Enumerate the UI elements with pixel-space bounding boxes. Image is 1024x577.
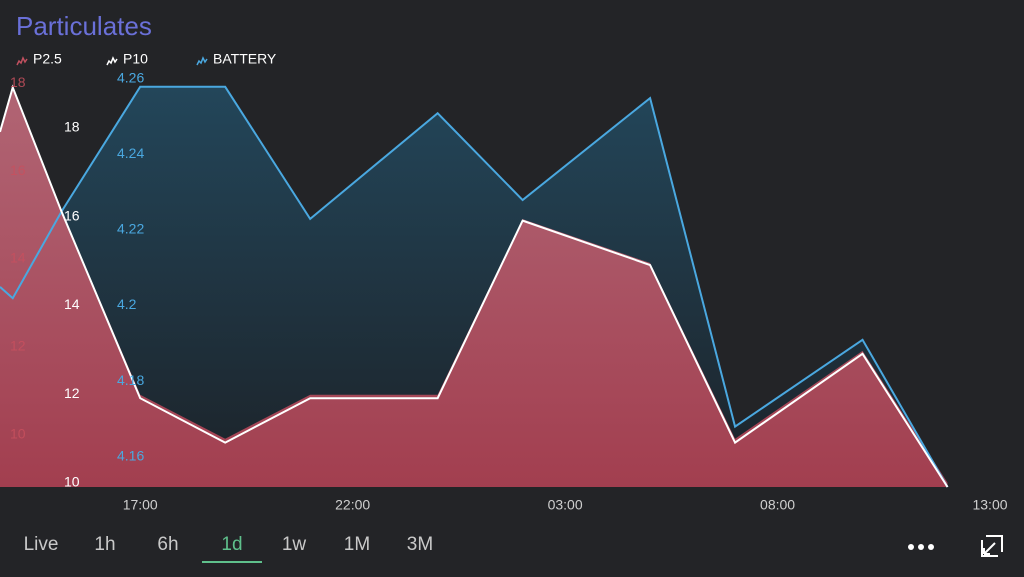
range-button[interactable]: 6h <box>157 534 178 555</box>
x-tick-label: 03:00 <box>548 497 583 513</box>
y-tick-label: 4.22 <box>117 221 144 237</box>
y-tick-label: 10 <box>64 474 80 490</box>
legend-item: P2.5 <box>16 51 62 67</box>
plot: 10 12 14 16 18 10 12 14 16 18 4.16 4.18 4.2 4.22 4.24 4… <box>0 70 1008 513</box>
legend-icon <box>106 56 118 66</box>
y-tick-label: 16 <box>64 207 80 223</box>
area <box>0 86 948 488</box>
y-tick-label: 4.2 <box>117 296 137 312</box>
y-tick-label: 10 <box>10 425 26 441</box>
legend-item: P10 <box>106 51 148 67</box>
legend-label: BATTERY <box>213 51 277 67</box>
legend-icon <box>196 56 208 66</box>
y-tick-label: 12 <box>64 385 80 401</box>
range-button[interactable]: 3M <box>407 534 433 555</box>
x-tick-label: 13:00 <box>972 497 1007 513</box>
chart-title: Particulates <box>16 11 152 41</box>
range-button[interactable]: 1M <box>344 534 370 555</box>
y-tick-label: 12 <box>10 338 26 354</box>
x-tick-label: 08:00 <box>760 497 795 513</box>
fullscreen-button[interactable] <box>981 535 1003 557</box>
x-tick-label: 17:00 <box>123 497 158 513</box>
area <box>0 87 948 488</box>
legend-item: BATTERY <box>196 51 277 67</box>
more-button[interactable] <box>908 544 934 550</box>
y-tick-label: 18 <box>64 119 80 135</box>
selected-indicator <box>202 561 262 563</box>
toolbar: Live 1h 6h 1d 1w 1M 3M <box>24 534 433 563</box>
y-tick-label: 18 <box>10 74 26 90</box>
y-tick-label: 16 <box>10 162 26 178</box>
range-button[interactable]: 1h <box>94 534 115 555</box>
line <box>0 85 949 488</box>
range-button[interactable]: Live <box>24 534 59 555</box>
range-button[interactable]: 1w <box>282 534 307 555</box>
legend-icon <box>16 56 28 66</box>
y-tick-label: 14 <box>10 250 26 266</box>
x-tick-label: 22:00 <box>335 497 370 513</box>
line <box>0 84 949 488</box>
range-button[interactable]: 1d <box>221 534 242 555</box>
legend-label: P2.5 <box>33 51 62 67</box>
legend-label: P10 <box>123 51 148 67</box>
y-tick-label: 14 <box>64 296 80 312</box>
y-tick-label: 4.24 <box>117 145 144 161</box>
y-tick-label: 4.18 <box>117 372 144 388</box>
y-tick-label: 4.26 <box>117 70 144 86</box>
y-tick-label: 4.16 <box>117 447 144 463</box>
